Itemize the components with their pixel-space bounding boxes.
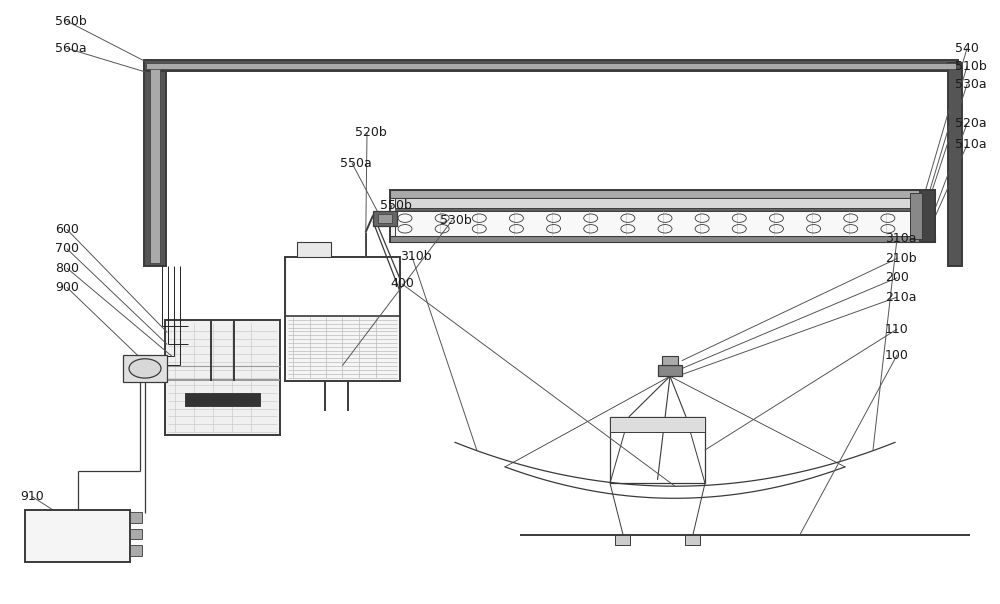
Bar	[390, 190, 935, 242]
Text: 310a: 310a	[885, 232, 916, 245]
Text: 310b: 310b	[400, 250, 432, 263]
Text: 210b: 210b	[885, 252, 917, 265]
Bar	[395, 211, 930, 236]
Text: 550a: 550a	[340, 156, 372, 170]
Text: 520b: 520b	[355, 126, 387, 140]
Bar	[610, 417, 705, 483]
Circle shape	[129, 359, 161, 378]
Text: 900: 900	[55, 281, 79, 294]
Bar	[150, 66, 160, 263]
Bar	[130, 545, 142, 556]
Bar	[285, 257, 400, 381]
Text: 540: 540	[955, 42, 979, 55]
Text: 700: 700	[55, 242, 79, 255]
Bar	[130, 528, 142, 539]
Bar	[130, 512, 142, 523]
Bar	[378, 214, 392, 223]
Bar	[615, 535, 630, 545]
Bar	[373, 211, 397, 226]
Bar	[144, 63, 166, 266]
Text: 800: 800	[55, 262, 79, 275]
Text: 560a: 560a	[55, 42, 87, 55]
Bar	[395, 208, 930, 210]
Text: 400: 400	[390, 277, 414, 291]
Text: 110: 110	[885, 323, 909, 336]
Bar	[144, 60, 958, 71]
Bar	[910, 193, 922, 239]
Bar	[165, 320, 280, 435]
Text: 550b: 550b	[380, 199, 412, 212]
Bar	[948, 63, 962, 266]
Text: 560b: 560b	[55, 14, 87, 28]
Text: 510a: 510a	[955, 138, 987, 152]
Bar	[123, 355, 167, 382]
Bar	[658, 365, 682, 376]
Bar	[185, 393, 260, 406]
Text: 210a: 210a	[885, 291, 916, 304]
Text: 510b: 510b	[955, 60, 987, 73]
Text: 910: 910	[20, 490, 44, 503]
Bar	[25, 510, 130, 562]
Bar	[390, 190, 935, 198]
Bar	[287, 258, 398, 316]
Bar	[296, 242, 331, 257]
Text: 530b: 530b	[440, 214, 472, 227]
Bar	[390, 236, 935, 242]
Text: 100: 100	[885, 349, 909, 362]
Bar	[395, 198, 930, 208]
Text: 200: 200	[885, 271, 909, 284]
Bar	[610, 417, 705, 432]
Bar	[920, 190, 935, 242]
Text: 520a: 520a	[955, 117, 987, 130]
Bar	[662, 356, 678, 365]
Text: 600: 600	[55, 223, 79, 236]
Bar	[146, 63, 956, 69]
Text: 530a: 530a	[955, 78, 987, 91]
Bar	[685, 535, 700, 545]
